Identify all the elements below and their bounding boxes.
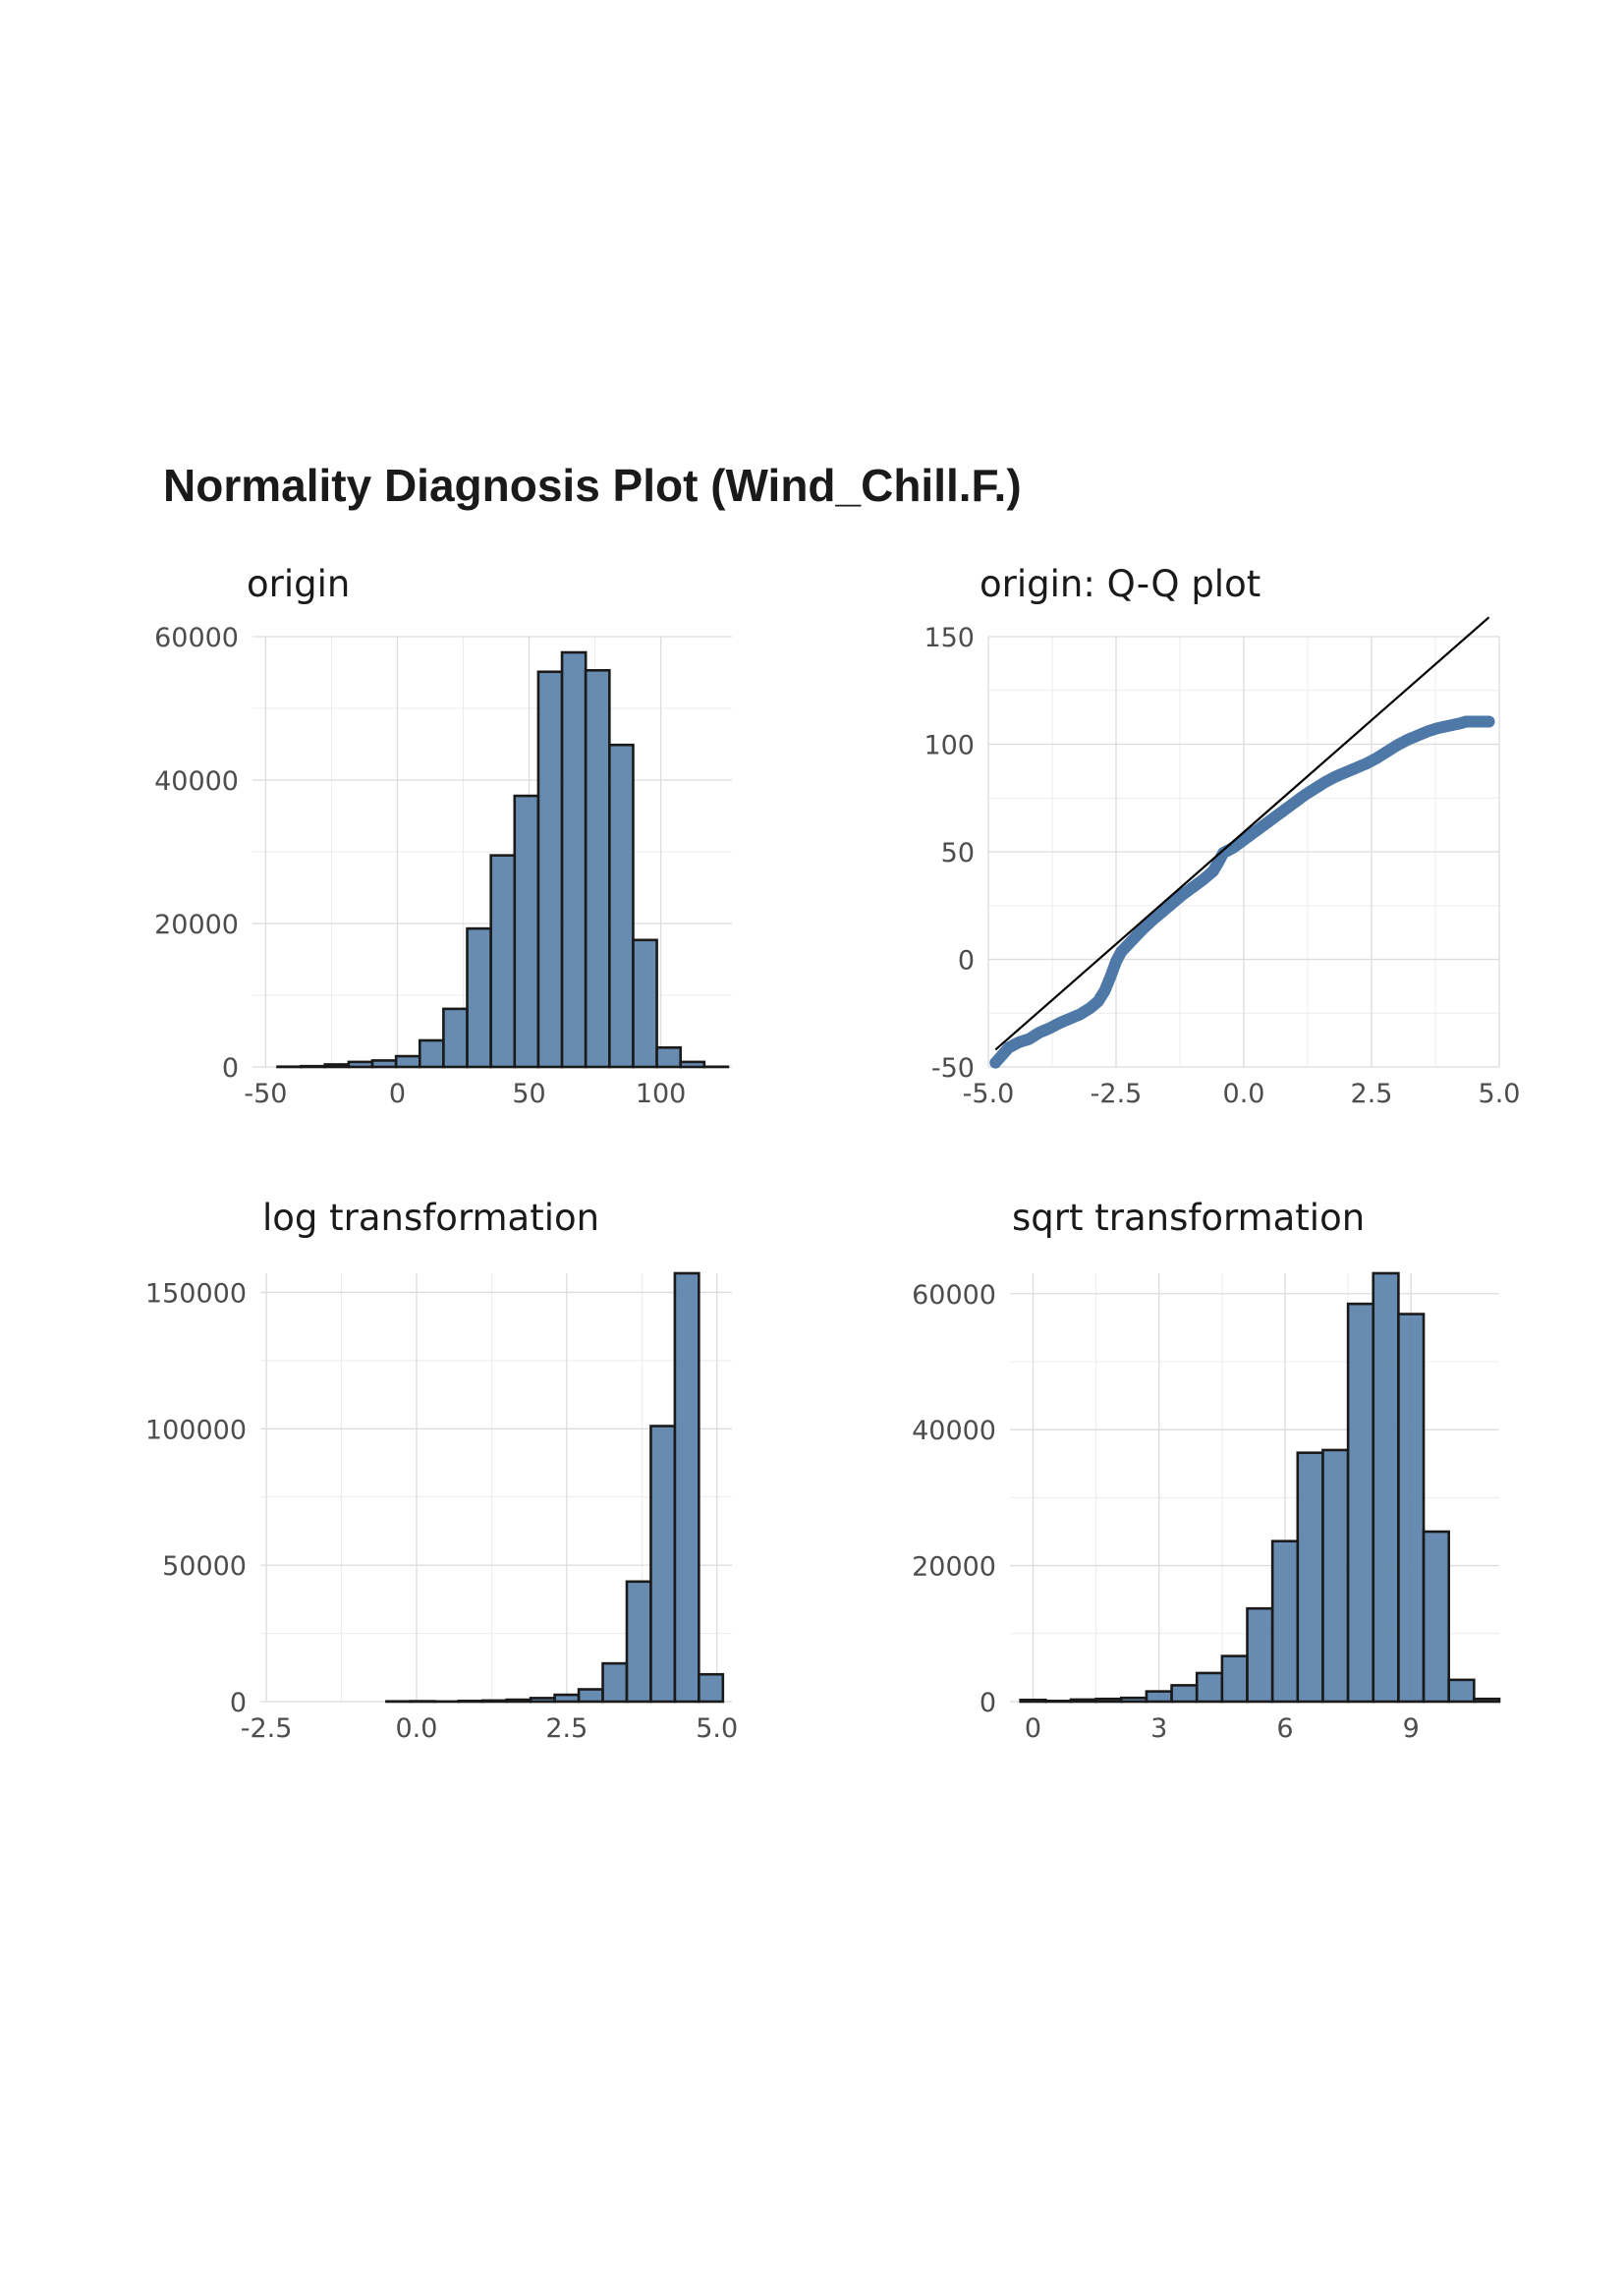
x-tick-label: -50 (244, 1079, 287, 1109)
histogram-bar (1195, 1671, 1224, 1704)
x-tick-label: 100 (636, 1079, 687, 1109)
histogram-bar (1296, 1451, 1324, 1704)
histogram-bar (1019, 1698, 1047, 1704)
histogram-bar (1473, 1697, 1501, 1704)
histogram-bar (418, 1038, 445, 1069)
x-tick-label: 0.0 (396, 1713, 438, 1744)
panel-title-qq: origin: Q-Q plot (980, 563, 1260, 605)
y-tick-label: 60000 (154, 623, 239, 653)
y-tick-label: 40000 (154, 766, 239, 797)
y-tick-label: 50 (941, 838, 975, 868)
histogram-bar (347, 1060, 374, 1069)
x-tick-label: -2.5 (241, 1713, 293, 1744)
y-tick-label: 0 (222, 1053, 239, 1084)
histogram-bar (601, 1661, 629, 1704)
y-tick-label: 40000 (912, 1416, 996, 1446)
histogram-bar (480, 1699, 509, 1704)
histogram-bar (457, 1700, 484, 1704)
x-tick-label: 0.0 (1223, 1079, 1265, 1109)
qq-plot: -5.0 -2.5 0.0 2.5 5.0 -50 0 50 100 150 (924, 616, 1521, 1109)
x-tick-label: 50 (512, 1079, 545, 1109)
x-tick-label: 6 (1276, 1713, 1293, 1744)
panel-title-origin: origin (247, 563, 350, 605)
y-tick-label: 150 (924, 623, 975, 653)
qq-reference-line (994, 616, 1490, 1051)
y-tick-label: 150000 (145, 1278, 247, 1309)
histogram-bar (655, 1045, 683, 1069)
x-tick-label: 3 (1150, 1713, 1167, 1744)
histogram-bar (1119, 1696, 1148, 1704)
histogram-bar (1094, 1697, 1123, 1704)
histogram-bar (698, 1672, 725, 1704)
histogram-bar (536, 670, 564, 1069)
histogram-bar (577, 1688, 604, 1704)
x-tick-label: 9 (1403, 1713, 1420, 1744)
histogram-bar (625, 1580, 652, 1704)
panel-sqrt-histogram: sqrt transformation 0 3 6 9 0 20000 40000 60000 (912, 1197, 1501, 1744)
histogram-bar (1069, 1698, 1097, 1704)
x-tick-label: 5.0 (1479, 1079, 1521, 1109)
histogram-bar (394, 1054, 421, 1069)
histogram-bar (505, 1698, 532, 1704)
histogram-bar (370, 1059, 398, 1069)
y-tick-label: -50 (931, 1053, 975, 1084)
histogram-bar (466, 926, 492, 1069)
y-tick-label: 0 (980, 1688, 996, 1718)
histogram-bar (323, 1063, 351, 1069)
y-tick-label: 100000 (145, 1415, 247, 1445)
x-tick-label: -2.5 (1091, 1079, 1143, 1109)
histogram-bar (1270, 1540, 1300, 1704)
histogram-bar (1170, 1684, 1199, 1704)
x-tick-label: 0 (389, 1079, 406, 1109)
histogram-bar (679, 1060, 706, 1069)
x-tick-label: 2.5 (545, 1713, 588, 1744)
histogram-bar (300, 1064, 327, 1069)
y-tick-label: 20000 (154, 910, 239, 940)
panel-title-log: log transformation (262, 1197, 599, 1239)
histogram-bar (632, 938, 658, 1069)
histogram-bar (608, 743, 635, 1069)
y-tick-label: 0 (230, 1688, 247, 1718)
histogram-bar (649, 1425, 677, 1704)
y-tick-label: 50000 (162, 1551, 247, 1582)
panel-log-histogram: log transformation -2.5 0.0 2.5 5.0 0 50000 10… (145, 1197, 738, 1744)
x-tick-label: 0 (1025, 1713, 1041, 1744)
histogram-bar (1044, 1700, 1073, 1704)
histogram-bar (1321, 1448, 1350, 1704)
x-tick-label: 2.5 (1351, 1079, 1393, 1109)
y-tick-label: 20000 (912, 1552, 996, 1583)
histogram-bar (529, 1697, 556, 1704)
y-tick-label: 60000 (912, 1280, 996, 1311)
sqrt-histogram-plot: 0 3 6 9 0 20000 40000 60000 (912, 1271, 1501, 1744)
x-tick-label: 5.0 (696, 1713, 738, 1744)
qq-point (1483, 715, 1495, 728)
histogram-bar (673, 1271, 700, 1704)
y-tick-label: 0 (958, 946, 975, 977)
log-histogram-plot: -2.5 0.0 2.5 5.0 0 50000 100000 150000 (145, 1271, 738, 1744)
histogram-bar (1422, 1530, 1451, 1704)
histogram-bar (1246, 1606, 1274, 1704)
figure-title: Normality Diagnosis Plot (Wind_Chill.F.) (163, 460, 1022, 511)
histogram-bar (513, 794, 540, 1069)
histogram-bar (1447, 1678, 1476, 1704)
histogram-bar (1397, 1313, 1426, 1704)
histogram-bar (1220, 1654, 1249, 1704)
histogram-bar (1346, 1302, 1375, 1704)
x-tick-label: -5.0 (963, 1079, 1015, 1109)
y-tick-label: 100 (924, 731, 975, 761)
panel-title-sqrt: sqrt transformation (1012, 1197, 1365, 1239)
histogram-bar (489, 854, 517, 1069)
panel-qq-plot: origin: Q-Q plot -5.0 -2.5 0.0 2.5 5.0 -50 0 50… (924, 563, 1520, 1109)
histogram-bar (560, 650, 588, 1069)
histogram-bar (553, 1693, 581, 1704)
histogram-bar (584, 669, 611, 1069)
histogram-bar (1145, 1690, 1173, 1704)
histogram-bar (1372, 1271, 1400, 1704)
histogram-bar (442, 1007, 469, 1069)
